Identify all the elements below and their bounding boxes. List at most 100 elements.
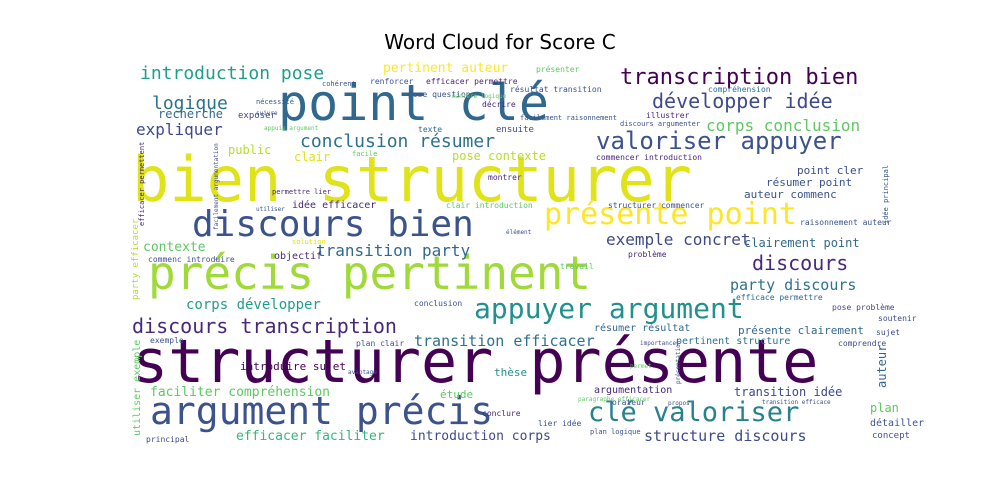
- word-35: point cler: [797, 164, 864, 177]
- word-91: cohérent: [322, 80, 356, 88]
- word-78: sujet: [876, 328, 900, 337]
- word-100: avantage: [348, 369, 377, 376]
- word-104: présentation: [675, 340, 682, 384]
- word-2: point clé: [278, 74, 549, 132]
- word-99: suivre: [256, 110, 278, 117]
- word-43: résumer résultat: [594, 322, 690, 334]
- word-36: résumer point: [766, 176, 852, 189]
- word-85: conclure: [482, 409, 521, 418]
- word-14: conclusion résumer: [300, 131, 495, 152]
- word-48: auteur: [875, 345, 889, 388]
- word-16: expliquer: [136, 120, 223, 139]
- word-64: illustrer: [646, 111, 690, 120]
- word-13: introduction pose: [140, 63, 324, 84]
- word-58: renforcer: [370, 77, 414, 86]
- word-54: principal: [146, 435, 190, 444]
- word-41: introduire sujet: [240, 360, 346, 373]
- word-83: idée principal: [882, 165, 890, 224]
- word-76: conclusion: [414, 299, 462, 308]
- word-44: transition idée: [734, 385, 842, 399]
- word-102: transition efficace: [762, 399, 831, 406]
- word-61: résultat transition: [510, 84, 602, 94]
- word-33: présente clairement: [738, 324, 864, 337]
- word-26: introduction corps: [410, 429, 551, 444]
- word-37: auteur commenc: [744, 188, 837, 201]
- word-22: corps développer: [186, 297, 321, 313]
- word-65: compréhension: [708, 84, 771, 94]
- word-68: structurer commencer: [608, 201, 705, 210]
- chart-title: Word Cloud for Score C: [384, 30, 616, 54]
- word-49: plan: [870, 401, 899, 415]
- word-40: objectif: [274, 251, 322, 262]
- word-46: étude: [440, 388, 473, 401]
- word-63: décrire: [482, 99, 516, 109]
- word-53: party efficacer: [131, 218, 141, 300]
- word-1: structurer présente: [132, 327, 818, 397]
- word-101: propos: [668, 400, 690, 407]
- word-87: plan clair: [356, 339, 404, 348]
- word-66: commencer introduction: [596, 153, 702, 162]
- word-106: élément: [506, 229, 532, 236]
- word-89: exemple: [150, 336, 184, 345]
- word-7: appuyer argument: [474, 292, 744, 325]
- word-38: contexte: [143, 240, 206, 255]
- word-45: thèse: [494, 366, 527, 379]
- word-21: transition party: [316, 241, 470, 260]
- word-95: paragraphe efficacer: [578, 396, 651, 403]
- word-79: comprendre: [838, 339, 886, 348]
- word-12: développer idée: [652, 89, 833, 113]
- word-94: appuie argument: [264, 125, 319, 132]
- word-56: ensuite: [496, 125, 534, 135]
- word-23: transition efficacer: [414, 332, 595, 350]
- word-8: clé valoriser: [588, 397, 799, 428]
- word-57: texte: [418, 125, 442, 134]
- word-24: structure discours: [644, 427, 807, 445]
- word-93: discours argumenter: [620, 120, 700, 128]
- word-10: transcription bien: [620, 65, 858, 90]
- word-11: discours transcription: [132, 314, 397, 338]
- word-97: permet: [630, 363, 652, 370]
- word-18: discours: [752, 251, 848, 275]
- word-55: exposer: [238, 111, 277, 121]
- word-92: facilement raisonnement: [520, 114, 617, 122]
- word-5: discours bien: [192, 204, 474, 245]
- word-84: orateur: [612, 398, 646, 407]
- word-73: solution: [292, 238, 326, 246]
- word-105: utiliser: [256, 206, 285, 213]
- word-75: travail: [560, 262, 594, 271]
- word-39: idée efficacer: [292, 199, 376, 211]
- word-31: pose contexte: [452, 149, 546, 163]
- word-0: bien structurer: [132, 143, 692, 216]
- word-32: clairement point: [744, 236, 860, 250]
- word-28: recherche: [158, 107, 223, 121]
- word-19: exemple concret: [606, 230, 751, 249]
- word-59: efficacer permettre: [426, 77, 518, 86]
- word-6: présente point: [544, 197, 797, 232]
- word-90: nécessité: [256, 98, 294, 106]
- word-67: montrer: [488, 173, 522, 182]
- word-96: facile: [352, 150, 377, 158]
- word-3: précis pertinent: [148, 246, 591, 300]
- word-71: efficacer permettent: [138, 142, 146, 226]
- word-103: importance: [640, 340, 677, 347]
- word-70: permettre lier: [272, 188, 331, 196]
- word-69: clair introduction: [446, 201, 533, 210]
- word-86: lier idée: [538, 418, 582, 428]
- word-80: efficace permettre: [736, 293, 823, 302]
- word-17: corps conclusion: [706, 116, 860, 135]
- word-77: soutenir: [878, 314, 917, 323]
- word-47: argumentation: [594, 385, 672, 396]
- word-20: party discours: [730, 276, 856, 294]
- word-52: utiliser exemple: [132, 340, 143, 436]
- word-51: concept: [872, 431, 910, 441]
- word-72: commenc introduire: [148, 255, 235, 264]
- word-34: faciliter compréhension: [150, 385, 330, 400]
- word-50: détailler: [870, 417, 924, 429]
- word-62: pose question: [408, 90, 471, 99]
- word-30: clair: [294, 150, 330, 164]
- word-82: raisonnement auteur: [800, 218, 892, 227]
- word-81: pose problème: [832, 302, 895, 312]
- word-15: logique: [152, 93, 228, 114]
- word-29: public: [228, 143, 271, 157]
